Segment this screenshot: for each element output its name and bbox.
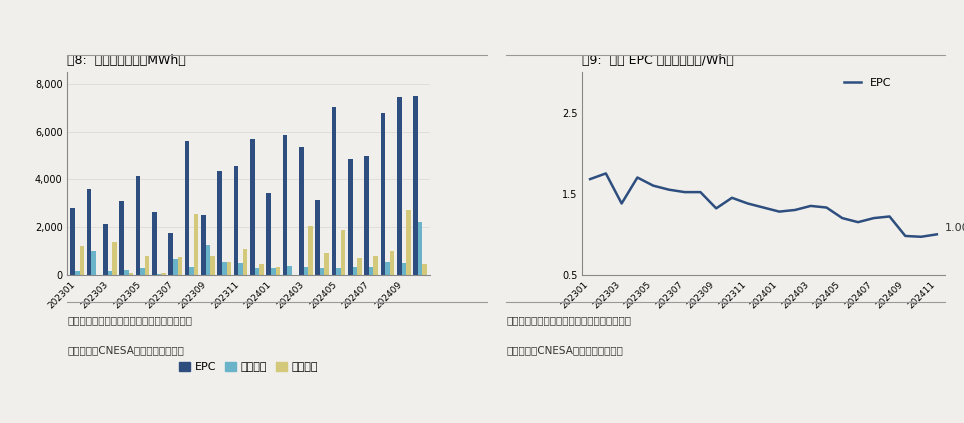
Bar <box>287 266 292 275</box>
Bar <box>266 192 271 275</box>
Bar <box>145 256 149 275</box>
Bar <box>112 242 117 275</box>
Bar <box>177 257 182 275</box>
Bar <box>320 268 325 275</box>
Bar <box>325 253 329 275</box>
Bar <box>80 246 84 275</box>
Bar <box>276 266 281 275</box>
Bar <box>227 262 231 275</box>
Bar <box>189 266 194 275</box>
Bar <box>169 233 173 275</box>
Bar <box>152 212 156 275</box>
Bar <box>414 96 417 275</box>
Bar <box>233 166 238 275</box>
Legend: EPC, 储能设备, 储能系统: EPC, 储能设备, 储能系统 <box>174 358 323 376</box>
Legend: EPC: EPC <box>840 74 896 92</box>
Bar <box>250 139 254 275</box>
Bar <box>136 176 141 275</box>
Bar <box>381 113 386 275</box>
Bar <box>173 259 177 275</box>
Bar <box>141 268 145 275</box>
Bar <box>315 200 320 275</box>
Bar <box>124 270 128 275</box>
Bar <box>336 268 341 275</box>
Bar <box>386 262 389 275</box>
Bar <box>369 266 373 275</box>
Bar <box>422 264 427 275</box>
Bar <box>238 263 243 275</box>
Bar <box>108 272 112 275</box>
Bar <box>205 245 210 275</box>
Bar <box>87 189 92 275</box>
Bar <box>194 214 199 275</box>
Text: 储能头条，CNESA，东吴证券研究所: 储能头条，CNESA，东吴证券研究所 <box>67 345 184 355</box>
Bar <box>332 107 336 275</box>
Bar <box>417 222 422 275</box>
Bar <box>75 272 80 275</box>
Bar <box>120 201 124 275</box>
Bar <box>341 230 345 275</box>
Bar <box>92 251 95 275</box>
Bar <box>402 263 406 275</box>
Text: 数据来源：北极星储能网，储能与电力市场，: 数据来源：北极星储能网，储能与电力市场， <box>67 315 193 325</box>
Bar <box>299 147 304 275</box>
Bar <box>259 264 264 275</box>
Bar <box>185 141 189 275</box>
Bar <box>364 156 369 275</box>
Bar <box>308 226 312 275</box>
Bar <box>217 171 222 275</box>
Bar <box>304 266 308 275</box>
Bar <box>353 266 357 275</box>
Bar <box>397 97 402 275</box>
Bar <box>210 256 215 275</box>
Bar <box>222 262 227 275</box>
Bar <box>282 135 287 275</box>
Text: 1.00: 1.00 <box>945 223 964 233</box>
Bar <box>357 258 362 275</box>
Bar <box>389 251 394 275</box>
Text: 图9:  储能 EPC 中标均价（元/Wh）: 图9: 储能 EPC 中标均价（元/Wh） <box>582 54 734 66</box>
Bar <box>70 208 75 275</box>
Bar <box>373 256 378 275</box>
Bar <box>406 211 411 275</box>
Bar <box>271 268 276 275</box>
Bar <box>156 274 161 275</box>
Text: 储能头条，CNESA，东吴证券研究所: 储能头条，CNESA，东吴证券研究所 <box>506 345 623 355</box>
Bar <box>161 272 166 275</box>
Text: 数据来源：北极星储能网，储能与电力市场，: 数据来源：北极星储能网，储能与电力市场， <box>506 315 631 325</box>
Bar <box>103 224 108 275</box>
Bar <box>254 268 259 275</box>
Bar <box>348 159 353 275</box>
Text: 图8:  储能项目中标（MWh）: 图8: 储能项目中标（MWh） <box>67 54 186 66</box>
Bar <box>128 272 133 275</box>
Bar <box>243 249 248 275</box>
Bar <box>201 215 205 275</box>
